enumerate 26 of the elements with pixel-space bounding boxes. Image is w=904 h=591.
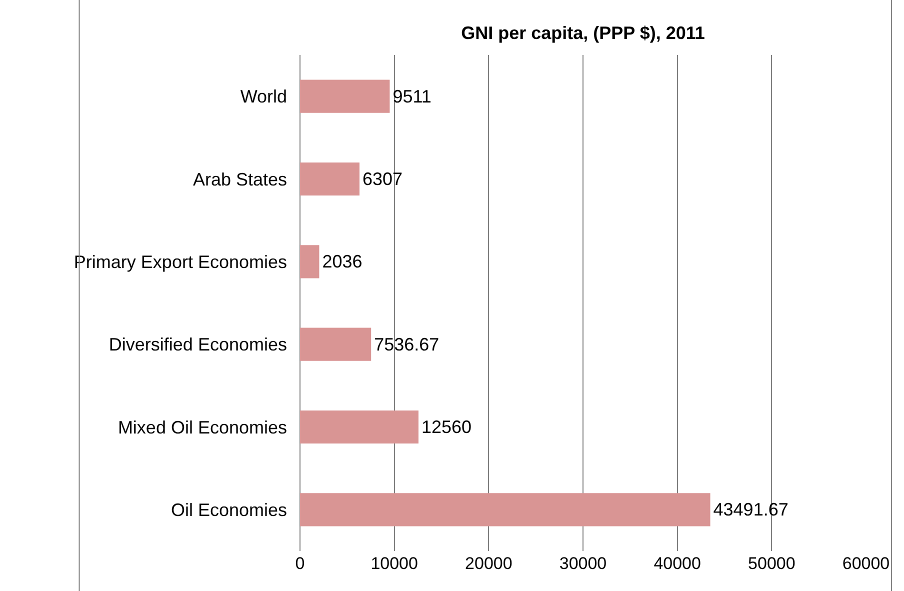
data-label: 9511 xyxy=(392,86,432,106)
bar xyxy=(300,493,710,526)
x-tick-label: 20000 xyxy=(465,554,512,573)
data-label: 43491.67 xyxy=(713,500,788,520)
x-tick-label: 30000 xyxy=(559,554,607,573)
data-label: 6307 xyxy=(362,169,403,189)
bar xyxy=(300,245,320,278)
bar xyxy=(300,80,390,113)
x-tick-label: 0 xyxy=(295,554,305,573)
data-label: 12560 xyxy=(421,417,472,437)
bar xyxy=(300,410,418,444)
y-tick-label: World xyxy=(240,86,287,107)
data-label: 2036 xyxy=(322,252,362,272)
chart-title: GNI per capita, (PPP $), 2011 xyxy=(461,23,705,44)
bar xyxy=(300,162,360,196)
x-tick-label: 10000 xyxy=(370,554,418,573)
y-tick-label: Primary Export Economies xyxy=(74,252,287,272)
y-tick-label: Mixed Oil Economies xyxy=(118,417,287,438)
bar xyxy=(300,328,372,361)
y-tick-label: Arab States xyxy=(192,169,287,190)
data-label: 7536.67 xyxy=(374,334,440,354)
x-tick-label: 40000 xyxy=(654,554,701,573)
y-tick-label: Diversified Economies xyxy=(108,334,287,355)
y-tick-label: Oil Economies xyxy=(170,500,287,520)
x-tick-label: 60000 xyxy=(842,554,890,573)
x-tick-label: 50000 xyxy=(748,554,796,573)
